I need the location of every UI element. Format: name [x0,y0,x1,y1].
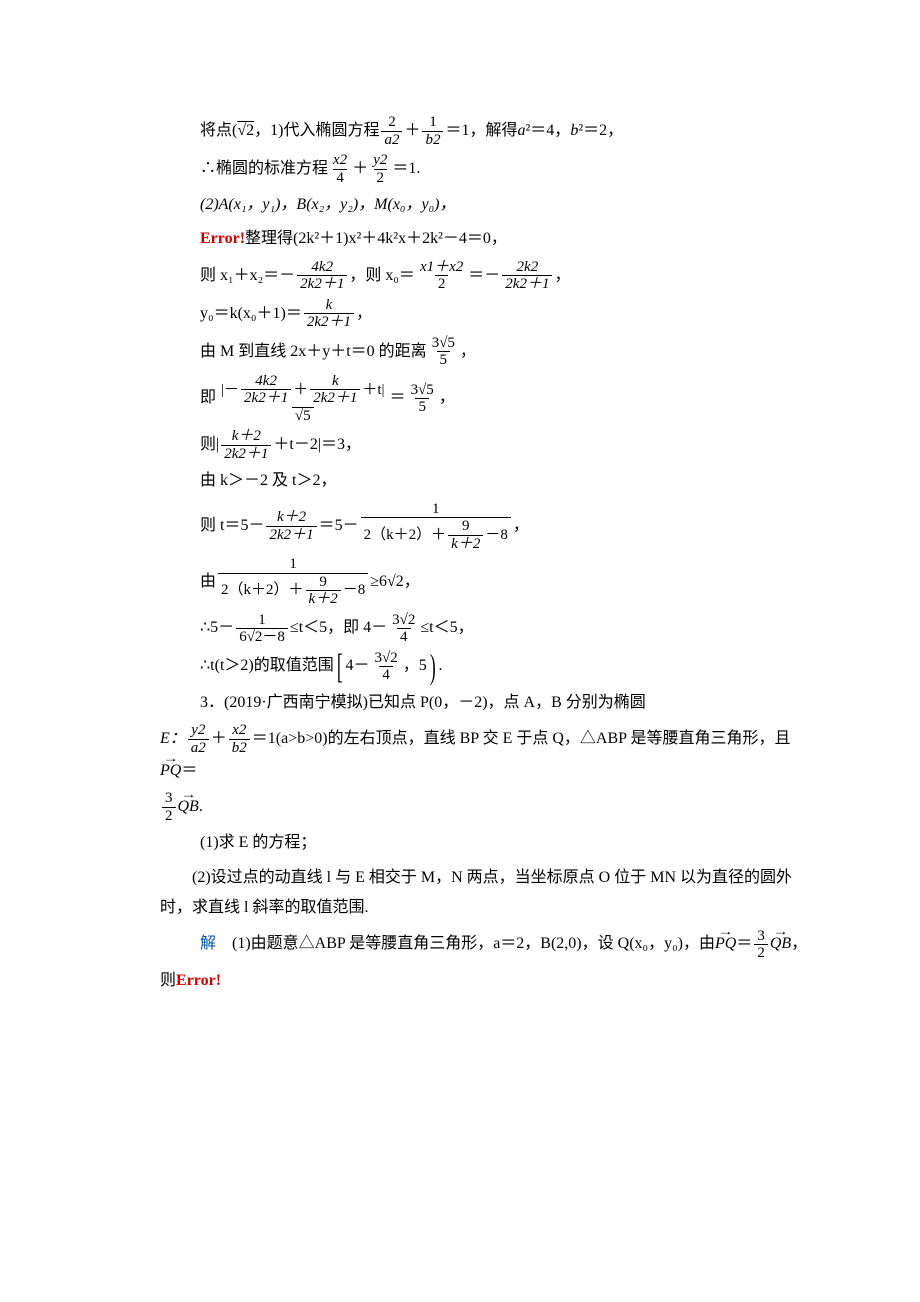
fraction: 3√5 5 [408,382,437,416]
text-line: 将点( √2 ，1)代入椭圆方程 2 a2 ＋ 1 b2 ＝1，解得 a ²＝4… [160,114,810,148]
vector-icon: QB [178,792,199,822]
text: ∴t(t＞2)的取值范围 [200,651,334,681]
text: ， [513,511,529,541]
text-line: E： y2 a2 ＋ x2 b2 ＝1(a>b>0)的左右顶点，直线 BP 交 … [160,722,810,786]
text: 由 k＞－2 及 t＞2， [200,466,336,496]
text: ，1)代入椭圆方程 [254,116,379,146]
fraction: k＋2 2k2＋1 [221,428,271,462]
text: 由 [200,567,216,597]
error-label: Error! [176,966,221,996]
text: ＝1(a>b>0)的左右顶点，直线 BP 交 E 于点 Q，△ABP 是等腰直角… [252,724,791,754]
fraction: 3√2 4 [371,650,400,684]
big-fraction: 1 2（k＋2）＋ 9k＋2 －8 [361,501,511,553]
fraction: k 2k2＋1 [304,297,354,331]
error-label: Error! [200,224,245,254]
text: ，则 x₀＝ [349,261,415,291]
big-fraction: 1 2（k＋2）＋ 9k＋2 －8 [218,556,368,608]
vector-icon: PQ [160,756,181,786]
text: ∴椭圆的标准方程 [200,154,328,184]
text: ，5 [403,651,427,681]
big-fraction: |－ 4k22k2＋1 ＋ k2k2＋1 ＋t| √5 [218,373,388,425]
text: 4－ [345,651,369,681]
text-line: 由 1 2（k＋2）＋ 9k＋2 －8 ≥6√2， [160,556,810,608]
text: (1)由题意△ABP 是等腰直角三角形，a＝2，B(2,0)，设 Q(x₀，y₀… [216,929,715,959]
fraction: 2k2 2k2＋1 [502,259,552,293]
fraction: x2 4 [330,152,350,186]
text: (2)A(x₁，y₁)，B(x₂，y₂)，M(x₀，y₀)， [200,190,456,220]
text: 则| [200,430,219,460]
sqrt: √2 [237,116,254,146]
text-line: 即 |－ 4k22k2＋1 ＋ k2k2＋1 ＋t| √5 ＝ 3√5 5 ， [160,373,810,425]
text-line: 则 t＝5－ k＋2 2k2＋1 ＝5－ 1 2（k＋2）＋ 9k＋2 －8 ， [160,501,810,553]
var: a [518,116,526,146]
text: . [438,651,442,681]
text-line: (1)求 E 的方程； [160,828,810,858]
text: ＝－ [468,261,500,291]
text-line: 3．(2019·广西南宁模拟)已知点 P(0，－2)，点 A，B 分别为椭圆 [160,688,810,718]
fraction: 2 a2 [381,114,402,148]
vector-icon: PQ [715,929,736,959]
text-line: ∴椭圆的标准方程 x2 4 ＋ y2 2 ＝1. [160,152,810,186]
text: 由 M 到直线 2x＋y＋t＝0 的距离 [200,337,427,367]
text: ≤t＜5，即 4－ [290,613,387,643]
text: 3．(2019·广西南宁模拟)已知点 P(0，－2)，点 A，B 分别为椭圆 [200,688,646,718]
text: ＋ [404,116,420,146]
text: ∴5－ [200,613,234,643]
text-line: 3 2 QB . [160,790,810,824]
text-line: 则 x₁＋x₂＝－ 4k2 2k2＋1 ，则 x₀＝ x1＋x2 2 ＝－ 2k… [160,259,810,293]
text: ≤t＜5， [420,613,473,643]
fraction: y2 a2 [188,722,209,756]
text-line: 则| k＋2 2k2＋1 ＋t－2|＝3， [160,428,810,462]
text: ＝1，解得 [445,116,517,146]
text-line: 由 k＞－2 及 t＞2， [160,466,810,496]
text: 即 [200,383,216,413]
text: 将点( [200,116,237,146]
text: ≥6√2， [370,567,420,597]
text: (1)求 E 的方程； [200,828,316,858]
text-line: ∴t(t＞2)的取值范围 [ 4－ 3√2 4 ，5 ) . [160,650,810,684]
text: 则 [160,966,176,996]
text: ＝5－ [319,511,359,541]
text: ＝ [390,383,406,413]
text: ， [554,261,570,291]
fraction: x1＋x2 2 [417,259,466,293]
fraction: 3√2 4 [389,612,418,646]
text: ＋ [211,724,227,754]
text-line: 解 (1)由题意△ABP 是等腰直角三角形，a＝2，B(2,0)，设 Q(x₀，… [160,928,810,962]
text-line: (2)设过点的动直线 l 与 E 相交于 M，N 两点，当坐标原点 O 位于 M… [160,863,810,924]
var: b [570,116,578,146]
text-line: (2)A(x₁，y₁)，B(x₂，y₂)，M(x₀，y₀)， [160,190,810,220]
bracket-left-icon: [ [337,651,343,683]
text: y₀＝k(x₀＋1)＝ [200,299,302,329]
text: ， [439,383,455,413]
text: ， [356,299,372,329]
text: ＝1. [392,154,420,184]
text: ²＝4， [526,116,571,146]
text-line: Error! 整理得(2k²＋1)x²＋4k²x＋2k²－4＝0， [160,224,810,254]
fraction: 1 b2 [422,114,443,148]
text: 则 x₁＋x₂＝－ [200,261,295,291]
text-line: ∴5－ 1 6√2－8 ≤t＜5，即 4－ 3√2 4 ≤t＜5， [160,612,810,646]
fraction: 3√5 5 [429,335,458,369]
text: 整理得(2k²＋1)x²＋4k²x＋2k²－4＝0， [245,224,507,254]
fraction: 1 6√2－8 [236,612,288,646]
text: ＋t－2|＝3， [273,430,361,460]
text: ， [460,337,476,367]
fraction: 4k2 2k2＋1 [297,259,347,293]
document-page: 将点( √2 ，1)代入椭圆方程 2 a2 ＋ 1 b2 ＝1，解得 a ²＝4… [0,0,920,1060]
vector-icon: QB [770,929,791,959]
text: 则 t＝5－ [200,511,264,541]
text: ²＝2， [578,116,623,146]
fraction: k＋2 2k2＋1 [266,509,316,543]
solution-label: 解 [200,929,216,959]
text: ＋ [352,154,368,184]
fraction: x2 b2 [229,722,250,756]
fraction: 3 2 [162,790,176,824]
fraction: y2 2 [370,152,390,186]
text-line: y₀＝k(x₀＋1)＝ k 2k2＋1 ， [160,297,810,331]
text-line: 则 Error! [160,966,810,996]
paren-right-icon: ) [430,651,436,683]
text: (2)设过点的动直线 l 与 E 相交于 M，N 两点，当坐标原点 O 位于 M… [160,869,792,916]
text-line: 由 M 到直线 2x＋y＋t＝0 的距离 3√5 5 ， [160,335,810,369]
